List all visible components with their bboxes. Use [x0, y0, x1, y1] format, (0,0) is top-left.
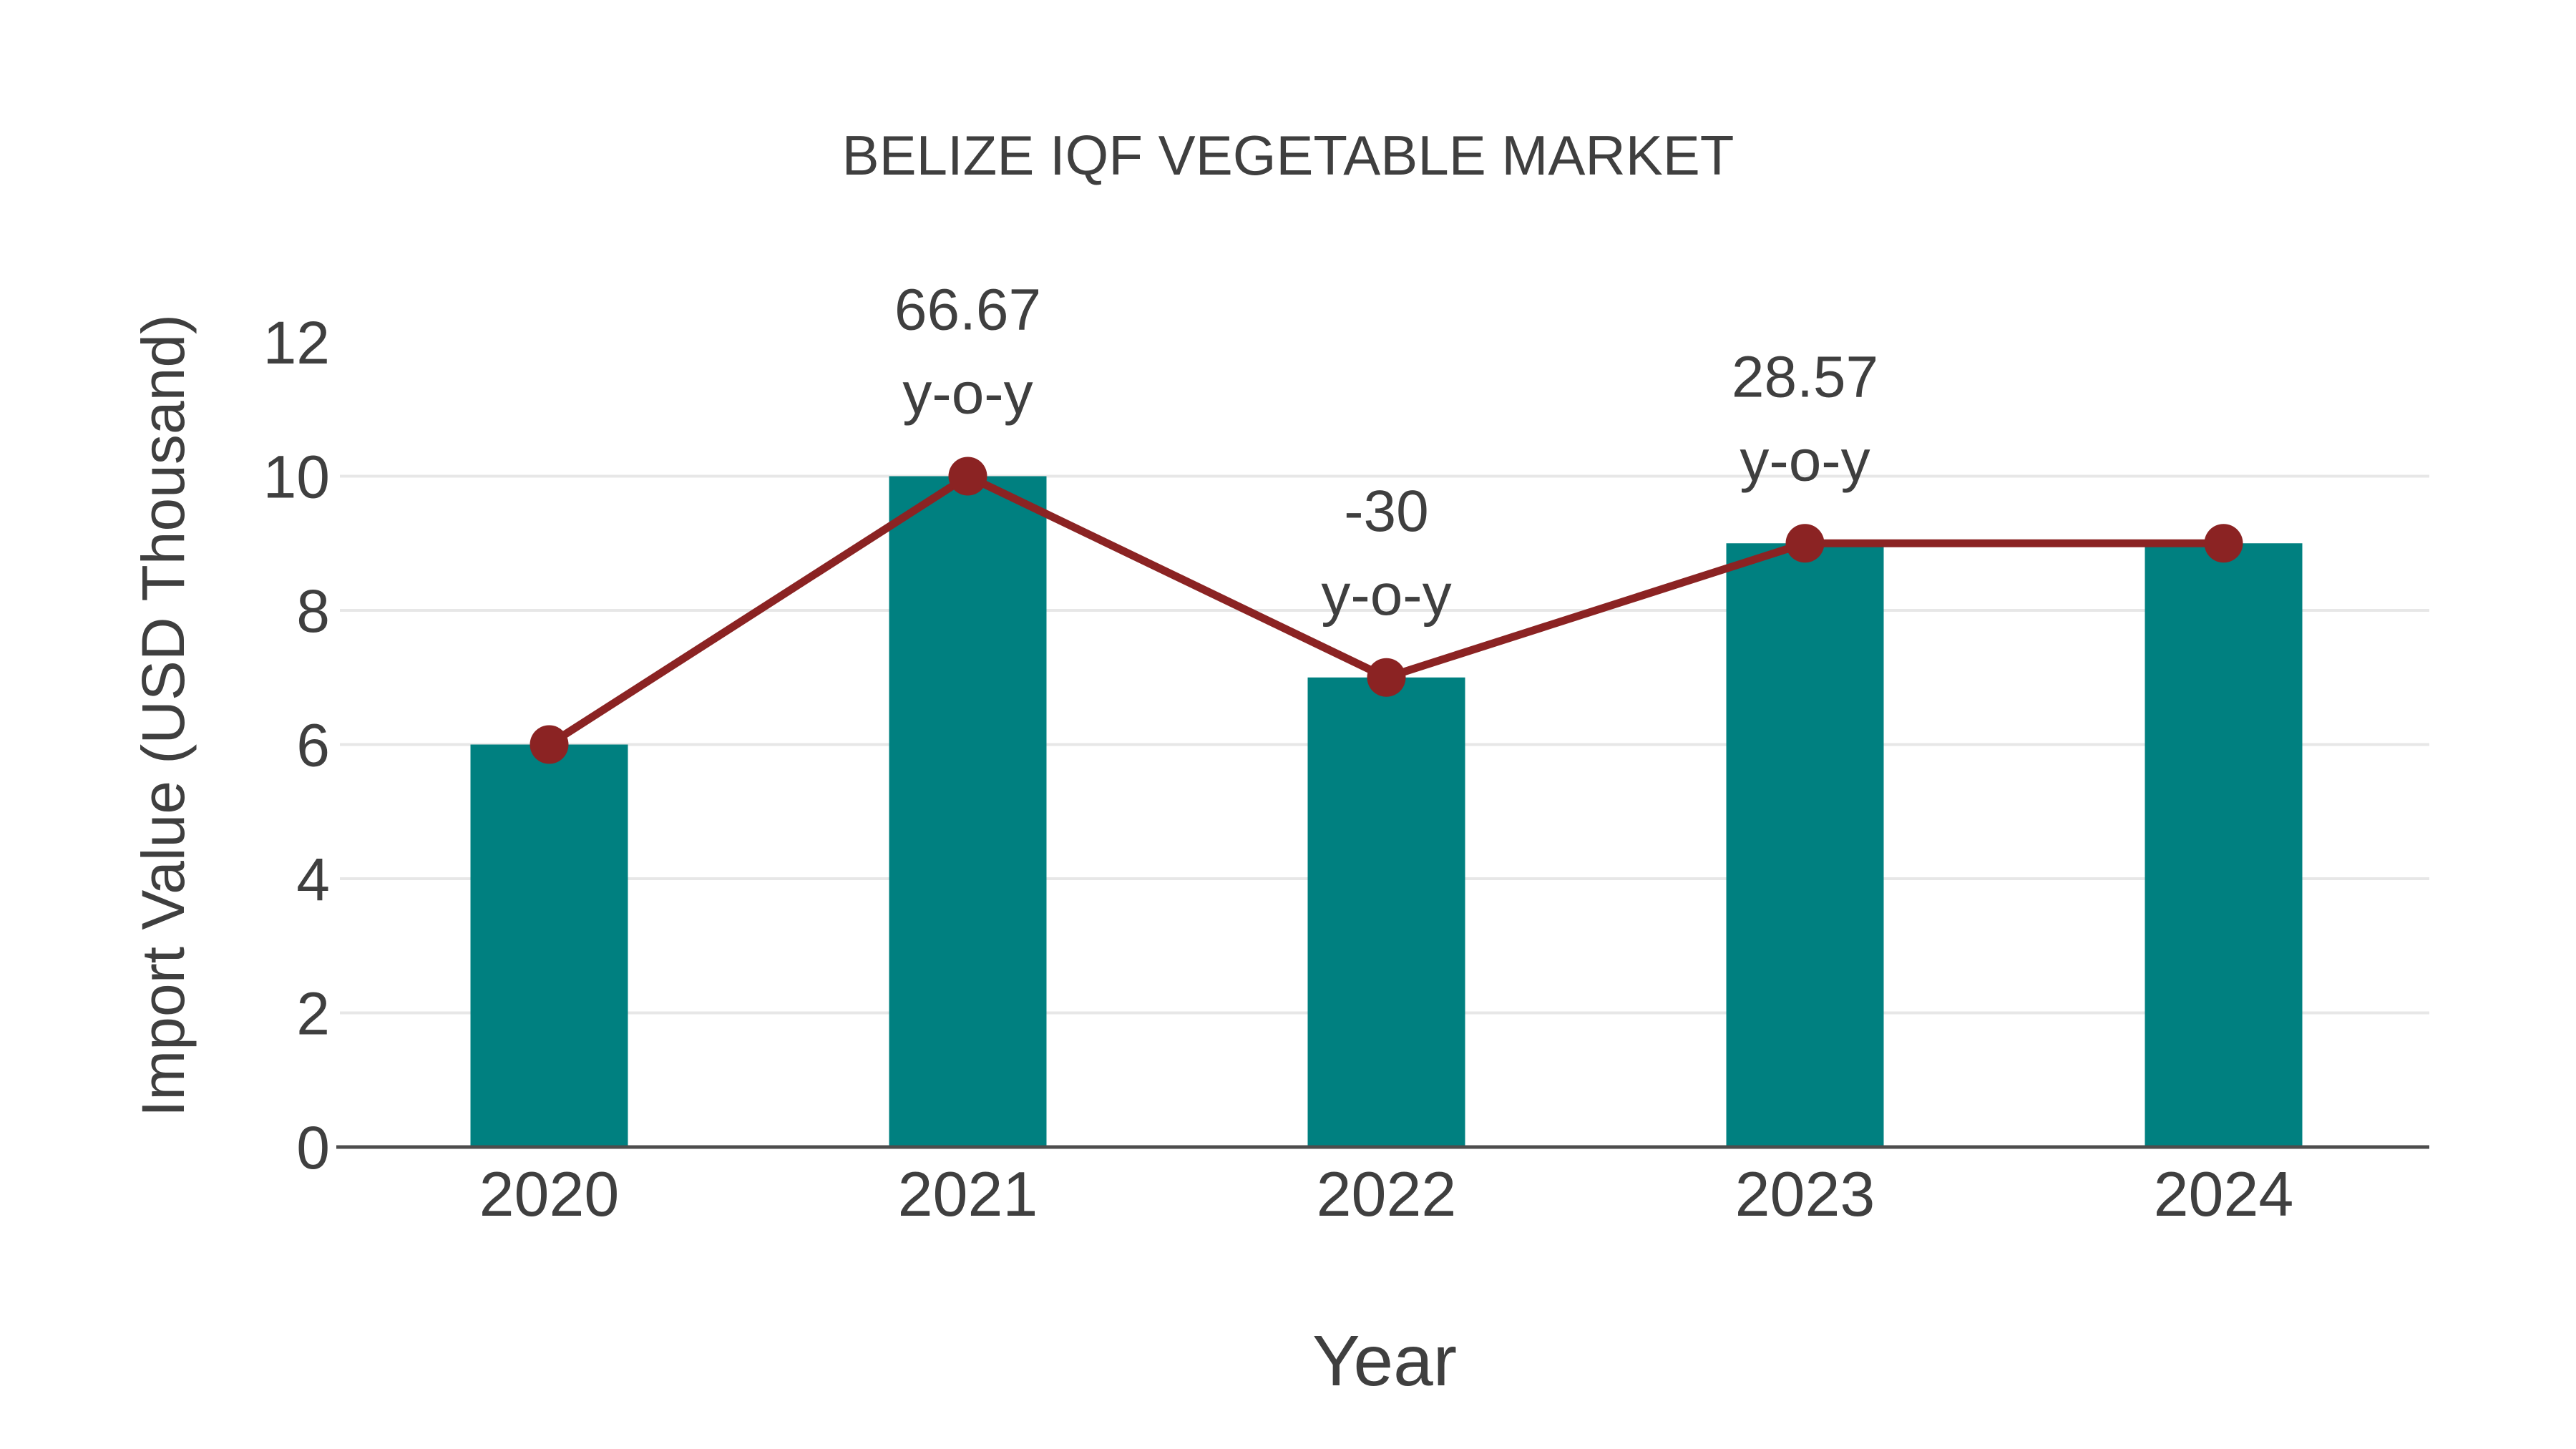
bar-2020	[470, 744, 628, 1147]
annotation-yoy-2022: y-o-y	[1321, 562, 1451, 628]
trend-marker-2023	[1785, 524, 1825, 563]
trend-marker-2022	[1367, 658, 1406, 697]
annotation-value-2021: 66.67	[894, 278, 1041, 343]
bar-2022	[1307, 677, 1465, 1147]
x-tick-label-2023: 2023	[1735, 1158, 1875, 1229]
trend-marker-2024	[2204, 524, 2243, 563]
y-tick-label-6: 6	[296, 712, 330, 779]
y-tick-label-4: 4	[296, 846, 330, 913]
x-tick-label-2022: 2022	[1317, 1158, 1457, 1229]
bar-2023	[1726, 543, 1884, 1147]
annotation-yoy-2021: y-o-y	[902, 361, 1033, 426]
x-tick-label-2020: 2020	[479, 1158, 620, 1229]
y-tick-label-2: 2	[296, 980, 330, 1048]
annotation-value-2023: 28.57	[1732, 344, 1878, 409]
y-tick-label-8: 8	[296, 577, 330, 645]
trend-marker-2020	[530, 725, 569, 764]
y-tick-label-12: 12	[263, 309, 330, 376]
annotation-yoy-2023: y-o-y	[1740, 428, 1870, 493]
bar-2021	[889, 476, 1047, 1147]
y-tick-label-0: 0	[296, 1114, 330, 1181]
x-axis-title: Year	[1312, 1321, 1458, 1401]
x-tick-label-2021: 2021	[898, 1158, 1038, 1229]
annotation-value-2022: -30	[1344, 479, 1429, 544]
trend-marker-2021	[948, 457, 987, 496]
bar-2024	[2145, 543, 2303, 1147]
x-tick-label-2024: 2024	[2154, 1158, 2294, 1229]
y-tick-label-10: 10	[263, 444, 330, 511]
chart-title: BELIZE IQF VEGETABLE MARKET	[841, 124, 1735, 187]
